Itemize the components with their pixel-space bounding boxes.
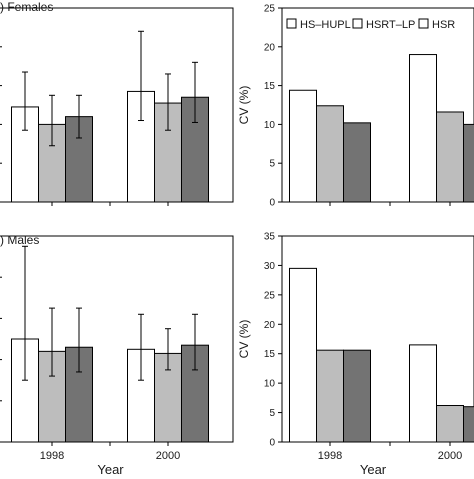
females_cv-y-tick-label: 0 [269,198,275,209]
males_cv-y-tick-label: 10 [264,379,276,390]
females_mean-panel-title: ) Females [0,0,53,14]
females_cv-bar-2-1998 [317,106,344,202]
females_cv-legend-swatch-2 [353,19,362,28]
females_cv-legend-swatch-3 [419,19,428,28]
females_cv-y-tick-label: 15 [264,81,276,92]
males_mean-x-tick-label: 2000 [156,450,180,462]
females_cv-legend-swatch-1 [287,19,296,28]
males_cv-y-tick-label: 0 [269,438,275,449]
males_cv-x-tick-label: 1998 [318,450,342,462]
males_cv-y-tick-label: 15 [264,349,276,360]
males_cv-y-tick-label: 25 [264,290,276,301]
males_cv-bar-1-2000 [410,345,437,442]
females_cv-y-tick-label: 5 [269,159,275,170]
males_mean-panel-title: ) Males [0,233,39,247]
females_cv-y-tick-label: 10 [264,120,276,131]
females_cv-legend-label-3: HSR [432,19,455,31]
females_cv-legend-label-1: HS–HUPL [300,19,351,31]
males_cv-y-axis-label: CV (%) [237,320,251,359]
males_cv-y-tick-label: 30 [264,261,276,272]
females_cv-y-tick-label: 25 [264,4,276,15]
females_cv-bar-1-1998 [290,90,317,202]
males_mean-x-axis-label: Year [97,462,124,474]
males_cv-y-tick-label: 20 [264,320,276,331]
males_cv-bar-2-1998 [317,350,344,442]
females_cv-legend-label-2: HSRT–LP [366,19,415,31]
males_cv-bar-3-2000 [464,407,474,442]
males_cv-bar-1-1998 [290,268,317,442]
males_cv-x-tick-label: 2000 [438,450,462,462]
males_mean-x-tick-label: 1998 [40,450,64,462]
females_cv-bar-3-2000 [464,124,474,202]
females_cv-y-tick-label: 20 [264,42,276,53]
females_cv-bar-3-1998 [344,123,371,202]
males_cv-bar-3-1998 [344,350,371,442]
females_cv-bar-2-2000 [437,112,464,202]
females_cv-bar-1-2000 [410,55,437,202]
males_cv-y-tick-label: 35 [264,232,276,243]
males_cv-x-axis-label: Year [360,462,387,474]
females_cv-y-axis-label: CV (%) [237,86,251,125]
males_cv-y-tick-label: 5 [269,408,275,419]
males_cv-bar-2-2000 [437,406,464,442]
